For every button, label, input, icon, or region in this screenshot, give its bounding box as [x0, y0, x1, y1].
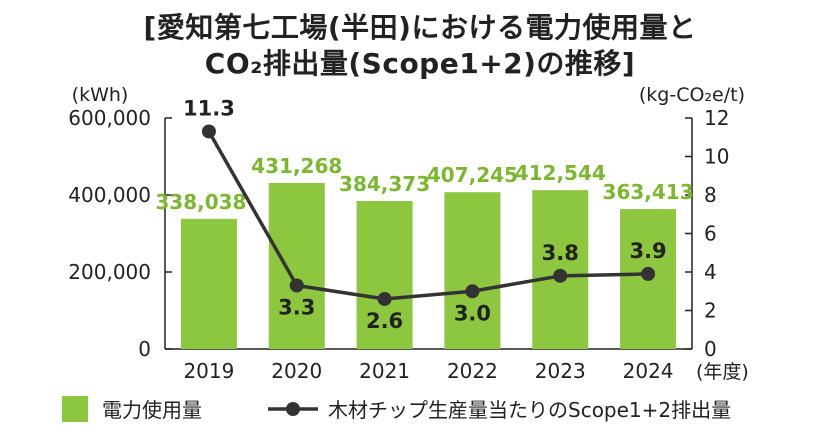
emission-point-2022 [465, 284, 480, 299]
left-tick-label: 600,000 [68, 106, 151, 130]
emission-value-label: 2.6 [366, 309, 403, 333]
bar-2021 [356, 201, 413, 349]
chart-title-line-2: CO₂排出量(Scope1+2)の推移] [204, 47, 636, 80]
right-tick-label: 2 [704, 299, 717, 323]
right-axis-unit: (kg-CO₂e/t) [639, 84, 745, 106]
right-tick-label: 4 [704, 260, 717, 284]
right-tick-label: 8 [704, 183, 717, 207]
legend-line-label: 木材チップ生産量当たりのScope1+2排出量 [328, 398, 731, 422]
right-tick-label: 10 [704, 145, 729, 169]
bar-value-label: 384,373 [339, 172, 430, 196]
x-tick-label: 2023 [535, 359, 586, 383]
x-tick-label: 2021 [359, 359, 410, 383]
emission-value-label: 3.8 [542, 241, 579, 265]
right-tick-label: 0 [704, 337, 717, 361]
emission-point-2021 [377, 291, 392, 306]
emission-point-2019 [201, 124, 216, 139]
right-tick-label: 12 [704, 106, 729, 130]
left-tick-label: 0 [138, 337, 151, 361]
bar-value-label: 412,544 [515, 161, 606, 185]
bar-2019 [180, 218, 237, 349]
x-axis-unit: (年度) [696, 361, 749, 383]
x-tick-label: 2019 [183, 359, 234, 383]
legend-bar-label: 電力使用量 [102, 398, 202, 422]
left-tick-label: 400,000 [68, 183, 151, 207]
bar-2022 [444, 192, 501, 349]
bar-value-label: 431,268 [251, 154, 342, 178]
emission-value-label: 3.9 [629, 239, 666, 263]
emission-value-label: 3.3 [278, 295, 315, 319]
emission-point-2023 [553, 268, 568, 283]
emission-value-label: 11.3 [183, 96, 235, 120]
right-tick-label: 6 [704, 222, 717, 246]
emission-value-label: 3.0 [454, 301, 491, 325]
x-tick-label: 2022 [447, 359, 498, 383]
x-tick-label: 2020 [271, 359, 322, 383]
emission-line [207, 130, 649, 301]
left-axis-unit: (kWh) [72, 84, 129, 106]
emission-point-2024 [641, 266, 656, 281]
bar-value-label: 363,413 [603, 180, 694, 204]
bar-value-label: 338,038 [155, 190, 246, 214]
left-tick-label: 200,000 [68, 260, 151, 284]
legend-line-marker [286, 402, 300, 416]
bar-value-label: 407,245 [427, 163, 518, 187]
chart-title-line-1: [愛知第七工場(半田)における電力使用量と [143, 11, 697, 44]
x-tick-label: 2024 [623, 359, 674, 383]
bar-2020 [268, 182, 325, 349]
emission-point-2020 [289, 278, 304, 293]
legend-bar-swatch [62, 396, 88, 422]
